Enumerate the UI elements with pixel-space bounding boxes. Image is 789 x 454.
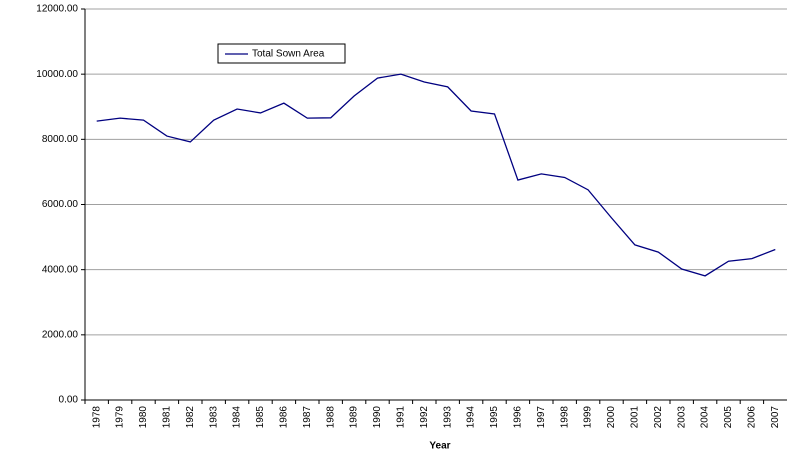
x-tick-label: 1995 (489, 406, 500, 429)
y-tick-label: 12000.00 (36, 4, 78, 15)
x-tick-label: 1982 (185, 406, 196, 429)
x-tick-label: 1985 (255, 406, 266, 429)
x-tick-label: 1992 (419, 406, 430, 429)
y-tick-label: 10000.00 (36, 69, 78, 80)
x-tick-label: 1990 (372, 406, 383, 429)
x-tick-label: 1999 (583, 406, 594, 429)
x-tick-label: 1991 (396, 406, 407, 429)
x-tick-label: 1980 (138, 406, 149, 429)
x-tick-label: 2005 (723, 406, 734, 429)
x-tick-label: 2001 (630, 406, 641, 429)
x-tick-label: 1997 (536, 406, 547, 429)
x-tick-label: 1979 (115, 406, 126, 429)
x-tick-label: 1993 (442, 406, 453, 429)
x-tick-label: 1989 (349, 406, 360, 429)
x-tick-label: 1983 (208, 406, 219, 429)
x-tick-label: 2003 (676, 406, 687, 429)
y-tick-label: 4000.00 (42, 264, 79, 275)
legend: Total Sown Area (217, 43, 346, 64)
x-tick-label: 1981 (162, 406, 173, 429)
y-tick-label: 6000.00 (42, 199, 79, 210)
x-tick-label: 1986 (279, 406, 290, 429)
legend-box (217, 43, 346, 64)
x-tick-label: 1987 (302, 406, 313, 429)
x-tick-label: 1988 (325, 406, 336, 429)
y-tick-label: 8000.00 (42, 134, 79, 145)
x-tick-label: 2007 (770, 406, 781, 429)
x-tick-label: 1998 (559, 406, 570, 429)
x-tick-label: 2000 (606, 406, 617, 429)
data-line (96, 73, 776, 277)
x-tick-label: 1978 (91, 406, 102, 429)
x-tick-label: 2002 (653, 406, 664, 429)
x-tick-label: 1996 (513, 406, 524, 429)
x-tick-label: 1994 (466, 406, 477, 429)
y-tick-label: 0.00 (59, 395, 79, 406)
y-tick-label: 2000.00 (42, 329, 79, 340)
x-tick-label: 2006 (747, 406, 758, 429)
x-tick-label: 2004 (700, 406, 711, 429)
x-tick-label: 1984 (232, 406, 243, 429)
x-axis-title: Year (429, 441, 450, 452)
legend-label: Total Sown Area (252, 49, 325, 60)
